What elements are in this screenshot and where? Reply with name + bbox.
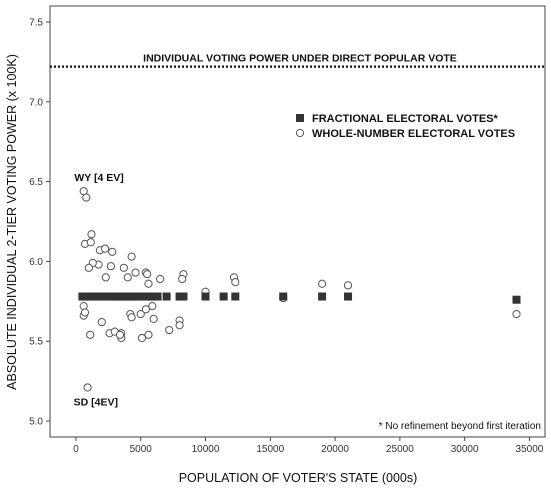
whole-number-ev-point	[101, 273, 110, 282]
whole-number-ev-point	[141, 305, 150, 314]
x-axis-title: POPULATION OF VOTER'S STATE (000s)	[179, 471, 418, 485]
direct-popular-vote-label: INDIVIDUAL VOTING POWER UNDER DIRECT POP…	[143, 53, 457, 65]
whole-number-ev-point	[127, 313, 136, 322]
plot-frame	[49, 5, 546, 438]
y-axis: 5.0 5.5 6.0 6.5 7.0 7.5	[29, 17, 50, 428]
y-tick-label: 6.5	[29, 177, 43, 188]
legend-square-icon	[296, 114, 304, 122]
y-axis-title: ABSOLUTE INDIVIDUAL 2-TIER VOTING POWER …	[5, 54, 19, 390]
y-tick-label: 7.0	[29, 97, 43, 108]
y-tick-label: 7.5	[29, 17, 43, 28]
legend-whole-number-label: WHOLE-NUMBER ELECTORAL VOTES	[312, 128, 515, 140]
whole-number-ev-point	[137, 333, 147, 343]
whole-number-ev-point	[108, 247, 117, 256]
x-tick-label: 15000	[256, 444, 284, 455]
y-tick-label: 5.5	[29, 337, 43, 348]
whole-number-ev-point	[156, 274, 165, 284]
fractional-ev-point	[219, 292, 228, 301]
whole-number-ev-point	[87, 230, 96, 239]
whole-number-ev-point	[127, 252, 136, 261]
fractional-ev-point	[279, 292, 288, 301]
whole-number-ev-point	[86, 330, 95, 339]
whole-number-ev-point	[84, 263, 93, 272]
x-tick-label: 10000	[192, 444, 220, 455]
whole-number-ev-point	[144, 279, 153, 288]
whole-number-ev-point	[178, 274, 187, 284]
fractional-ev-point	[344, 292, 353, 301]
whole-number-ev-point	[165, 325, 174, 335]
fractional-ev-point	[512, 295, 521, 304]
legend-fractional-label: FRACTIONAL ELECTORAL VOTES*	[312, 113, 499, 125]
y-tick-label: 6.0	[29, 257, 43, 268]
whole-number-ev-point	[119, 263, 128, 272]
whole-number-ev-series	[79, 187, 521, 392]
whole-number-ev-point	[100, 244, 110, 253]
whole-number-ev-point	[131, 268, 140, 277]
x-tick-label: 35000	[516, 444, 544, 455]
legend-circle-icon	[295, 128, 305, 138]
legend: FRACTIONAL ELECTORAL VOTES* WHOLE-NUMBER…	[295, 113, 515, 140]
whole-number-ev-point	[106, 262, 116, 271]
whole-number-ev-point	[83, 383, 92, 392]
whole-number-ev-point	[82, 193, 91, 202]
sd-annotation: SD [4EV]	[74, 397, 118, 409]
whole-number-ev-point	[86, 238, 95, 247]
fractional-ev-point	[153, 292, 162, 301]
x-tick-label: 20000	[321, 444, 349, 455]
x-tick-label: 30000	[451, 444, 479, 455]
x-tick-label: 25000	[386, 444, 414, 455]
whole-number-ev-point	[136, 309, 145, 319]
fractional-ev-point	[162, 292, 171, 301]
fractional-ev-point	[231, 292, 240, 301]
whole-number-ev-point	[123, 273, 132, 282]
whole-number-ev-point	[80, 308, 90, 317]
whole-number-ev-point	[175, 321, 184, 330]
whole-number-ev-point	[512, 309, 521, 319]
x-axis: 0 5000 10000 15000 20000 25000 30000 35000	[73, 437, 544, 455]
fractional-ev-series	[78, 292, 521, 304]
whole-number-ev-point	[231, 278, 240, 287]
whole-number-ev-point	[144, 330, 153, 339]
footnote: * No refinement beyond first iteration	[379, 421, 541, 432]
wy-annotation: WY [4 EV]	[74, 172, 123, 184]
whole-number-ev-point	[97, 317, 106, 327]
fractional-ev-point	[179, 292, 188, 301]
fractional-ev-point	[318, 292, 327, 301]
whole-number-ev-point	[318, 279, 327, 288]
x-tick-label: 5000	[130, 444, 153, 455]
whole-number-ev-point	[143, 270, 152, 279]
fractional-ev-point	[201, 292, 210, 301]
whole-number-ev-point	[115, 330, 125, 339]
y-tick-label: 5.0	[29, 417, 43, 428]
whole-number-ev-point	[343, 281, 353, 290]
whole-number-ev-point	[149, 314, 158, 323]
x-tick-label: 0	[73, 444, 79, 455]
whole-number-ev-point	[148, 302, 157, 311]
